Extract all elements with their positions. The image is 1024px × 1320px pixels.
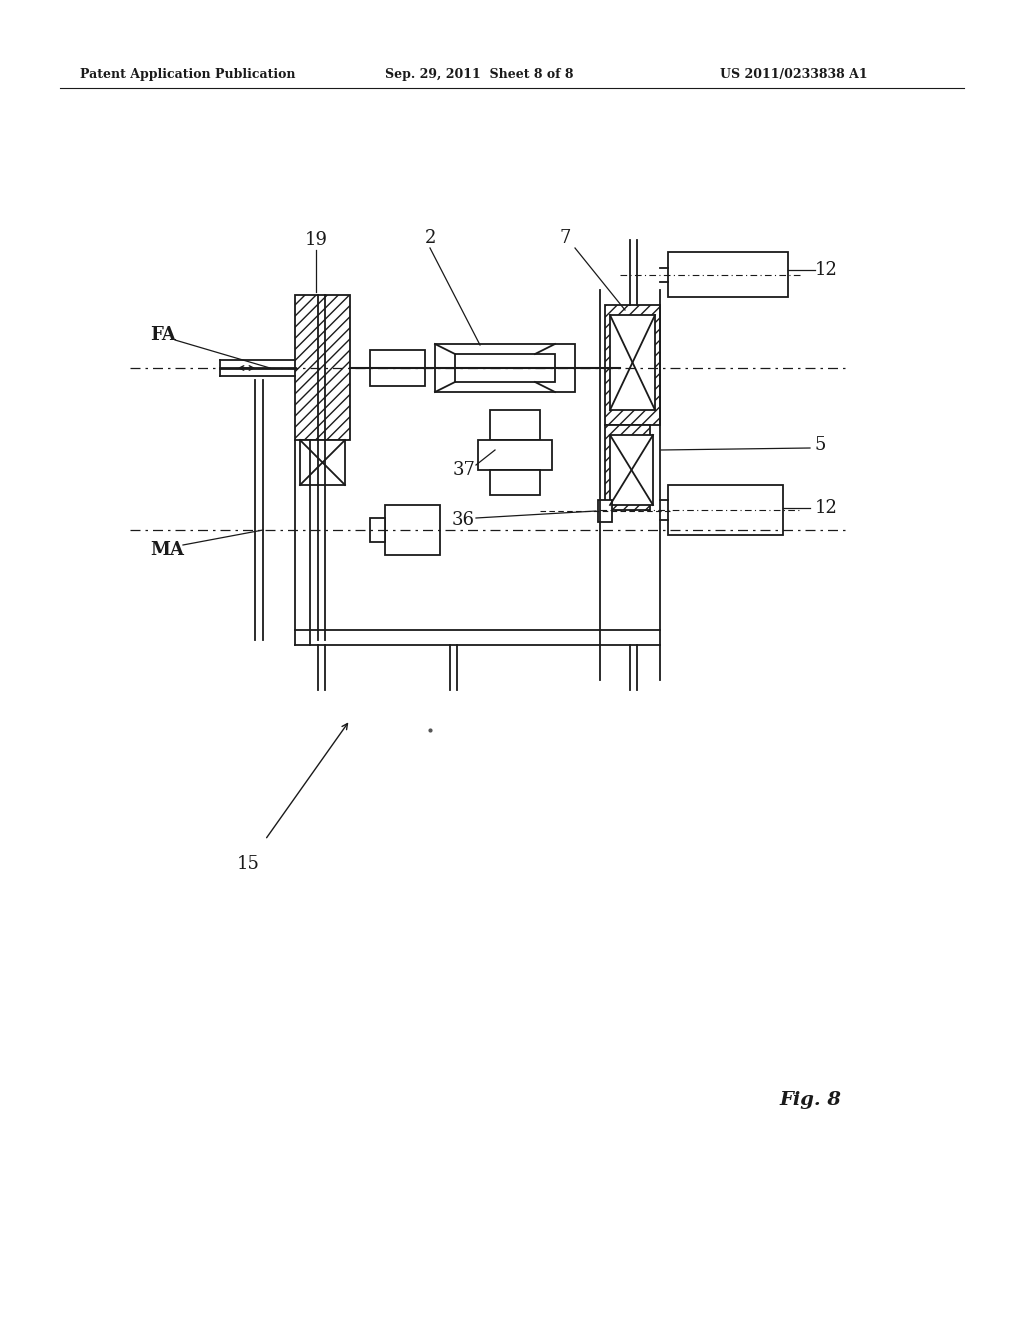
Text: 12: 12 bbox=[815, 261, 838, 279]
Bar bbox=[478, 440, 552, 470]
Text: 36: 36 bbox=[452, 511, 475, 529]
Text: Sep. 29, 2011  Sheet 8 of 8: Sep. 29, 2011 Sheet 8 of 8 bbox=[385, 69, 573, 81]
Bar bbox=[370, 350, 425, 385]
Bar bbox=[605, 305, 660, 425]
Bar bbox=[490, 470, 540, 495]
Text: 12: 12 bbox=[815, 499, 838, 517]
Text: US 2011/0233838 A1: US 2011/0233838 A1 bbox=[720, 69, 867, 81]
Text: Patent Application Publication: Patent Application Publication bbox=[80, 69, 296, 81]
Bar bbox=[668, 484, 783, 535]
Text: Fig. 8: Fig. 8 bbox=[779, 1092, 841, 1109]
Text: 15: 15 bbox=[237, 855, 259, 873]
Text: 5: 5 bbox=[815, 436, 826, 454]
Bar bbox=[435, 345, 575, 392]
Text: MA: MA bbox=[150, 541, 184, 558]
Text: 19: 19 bbox=[304, 231, 328, 249]
Bar bbox=[370, 517, 385, 543]
Text: 37: 37 bbox=[453, 461, 475, 479]
Bar bbox=[490, 411, 540, 440]
Bar bbox=[455, 354, 555, 381]
Text: 7: 7 bbox=[559, 228, 570, 247]
Bar bbox=[598, 500, 612, 521]
Bar bbox=[300, 440, 345, 484]
Text: 2: 2 bbox=[424, 228, 435, 247]
Bar bbox=[385, 506, 440, 554]
Bar bbox=[610, 315, 655, 411]
Bar bbox=[295, 294, 350, 440]
Bar bbox=[668, 252, 788, 297]
Bar bbox=[610, 436, 653, 506]
Bar bbox=[605, 425, 650, 510]
Text: FA: FA bbox=[150, 326, 176, 345]
